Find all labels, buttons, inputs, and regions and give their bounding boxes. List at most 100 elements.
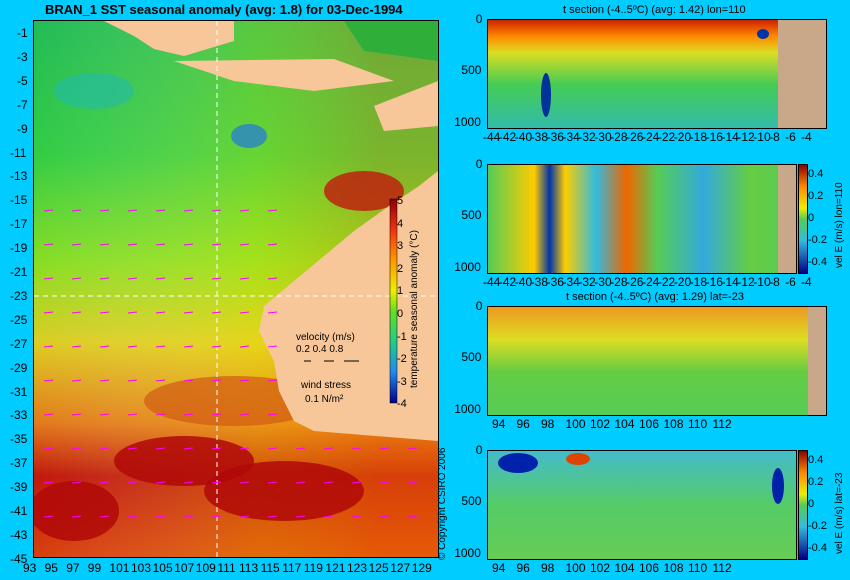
- wind-vector: [239, 345, 250, 348]
- cool-anomaly-patch: [54, 73, 134, 109]
- section-x-tick-label: -30: [594, 130, 612, 144]
- wind-vector: [211, 413, 222, 416]
- wind-vector: [155, 243, 166, 246]
- wind-vector: [71, 413, 82, 416]
- lat-tick-label: -39: [10, 480, 28, 495]
- wind-vector: [127, 345, 138, 348]
- copyright-text: © Copyright CSIRO 2006: [437, 447, 448, 560]
- lat-tick-label: -37: [10, 456, 28, 471]
- wind-vector: [267, 345, 278, 348]
- wind-vector: [211, 481, 222, 484]
- section-x-tick-label: -22: [657, 130, 676, 144]
- wind-vector: [351, 515, 362, 518]
- lon-tick-label: 121: [325, 561, 346, 575]
- sst-colorbar-tick: 5: [397, 195, 404, 207]
- lon-tick-label: 103: [131, 561, 152, 575]
- wind-vector: [155, 345, 166, 348]
- depth-tick-label: 500: [461, 63, 482, 78]
- lon-tick-label: 113: [239, 561, 259, 575]
- wind-vector: [155, 379, 166, 382]
- wind-vector: [183, 209, 194, 212]
- section-x-tick-label: -38: [530, 275, 549, 289]
- wind-vector: [351, 481, 362, 484]
- wind-vector: [211, 243, 222, 246]
- wind-vector: [239, 481, 250, 484]
- section-x-tick-label: -28: [610, 275, 628, 289]
- sst-anomaly-map: [33, 20, 439, 558]
- wind-stress-vectors: [43, 209, 418, 518]
- depth-tick-label: 1000: [454, 401, 481, 416]
- wind-vector: [211, 209, 222, 212]
- section-x-tick-label: 112: [712, 561, 732, 575]
- t-section-lon-panel: [487, 19, 827, 129]
- wind-vector: [43, 515, 54, 518]
- vel-colorbar-lon: [798, 164, 808, 274]
- section-x-tick-label: 112: [712, 417, 732, 431]
- section-x-tick-label: 100: [565, 561, 586, 575]
- lat-tick-label: -41: [10, 504, 28, 518]
- section-x-tick-label: -6: [785, 130, 796, 144]
- velocity-legend-title: velocity (m/s): [296, 332, 355, 343]
- wind-vector: [295, 481, 306, 484]
- wind-vector: [99, 209, 110, 212]
- lat-tick-label: -7: [17, 97, 28, 112]
- wind-vector: [183, 481, 194, 484]
- wind-vector: [211, 379, 222, 382]
- wind-vector: [43, 243, 54, 246]
- sst-colorbar-tick: 3: [397, 240, 404, 253]
- wind-vector: [127, 311, 138, 314]
- section-x-tick-label: -10: [753, 275, 771, 289]
- lon-tick-label: 97: [66, 561, 80, 575]
- section-x-tick-label: 106: [639, 561, 660, 575]
- wind-vector: [351, 447, 362, 450]
- depth-tick-label: 500: [461, 350, 482, 365]
- sst-colorbar-tick: 4: [397, 217, 404, 230]
- section-x-tick-label: 106: [639, 417, 660, 431]
- wind-vector: [183, 311, 194, 314]
- section-x-tick-label: -40: [514, 275, 533, 289]
- lat-tick-label: -21: [10, 265, 28, 279]
- wind-vector: [71, 209, 82, 212]
- wind-vector: [99, 379, 110, 382]
- vel-colorbar-tick: 0.2: [808, 190, 824, 202]
- sst-colorbar-label: temperature seasonal anomaly (°C): [409, 230, 420, 388]
- section-x-tick-label: 108: [663, 417, 684, 431]
- wind-vector: [295, 447, 306, 450]
- section-x-tick-label: 94: [492, 417, 506, 431]
- wind-vector: [127, 277, 138, 280]
- wind-vector: [99, 345, 110, 348]
- wind-vector: [379, 515, 390, 518]
- section-x-tick-label: -34: [562, 130, 580, 144]
- section-x-tick-label: 110: [688, 561, 708, 575]
- section-x-tick-label: -36: [546, 275, 564, 289]
- wind-vector: [267, 277, 278, 280]
- wind-vector: [407, 447, 418, 450]
- wind-vector: [127, 379, 138, 382]
- section-x-tick-label: -44: [483, 275, 501, 289]
- t-section-lat-panel: [487, 306, 827, 416]
- wind-vector: [211, 345, 222, 348]
- sst-colorbar-tick: 2: [397, 262, 404, 275]
- wind-vector: [239, 311, 250, 314]
- wind-vector: [211, 311, 222, 314]
- section-x-tick-label: 96: [516, 417, 530, 431]
- section-x-tick-label: 98: [541, 417, 555, 431]
- lat-tick-label: -5: [17, 73, 28, 88]
- vel-colorbar-tick: 0.2: [808, 476, 824, 488]
- wind-vector: [407, 515, 418, 518]
- wind-vector: [211, 515, 222, 518]
- panel-title-t-lon: t section (-4..5ºC) (avg: 1.42) lon=110: [563, 4, 746, 16]
- section-x-tick-label: 104: [614, 417, 635, 431]
- vel-section-lon-panel: [487, 164, 797, 274]
- lon-tick-label: 115: [260, 561, 280, 575]
- depth-tick-label: 500: [461, 494, 482, 509]
- land-java: [174, 59, 394, 91]
- wind-vector: [43, 447, 54, 450]
- depth-tick-label: 1000: [454, 259, 481, 274]
- section-x-tick-label: -24: [642, 275, 660, 289]
- depth-tick-label: 0: [475, 299, 483, 313]
- wind-vector: [71, 277, 82, 280]
- wind-vector: [379, 447, 390, 450]
- wind-vector: [323, 447, 334, 450]
- section-x-tick-label: -16: [705, 275, 723, 289]
